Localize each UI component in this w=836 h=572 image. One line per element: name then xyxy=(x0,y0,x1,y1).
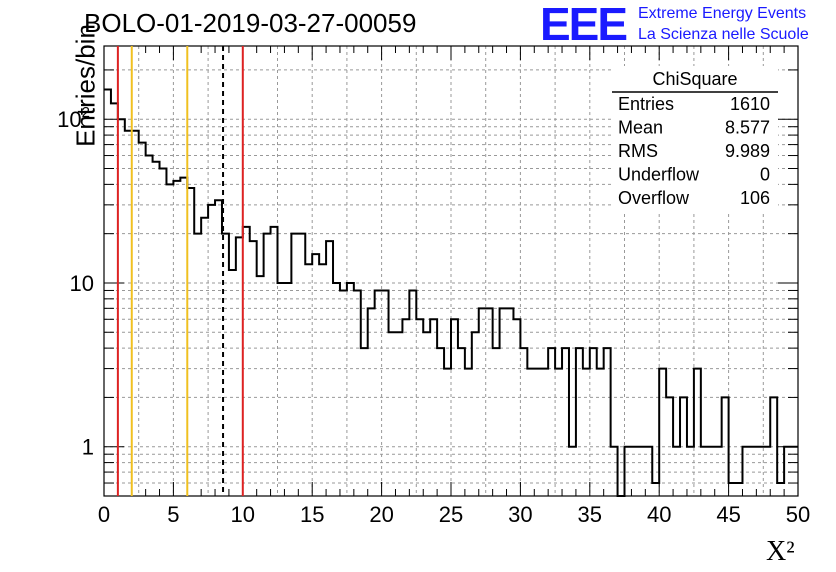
logo-line-2: La Scienza nelle Scuole xyxy=(638,26,809,43)
stats-row-label: Mean xyxy=(618,118,663,138)
stats-box xyxy=(612,66,778,212)
eee-logo-mark: EEE xyxy=(540,0,628,50)
x-tick-label: 35 xyxy=(578,502,602,527)
stats-header: ChiSquare xyxy=(652,69,737,89)
x-tick-label: 10 xyxy=(231,502,255,527)
x-tick-label: 15 xyxy=(300,502,324,527)
histogram-series xyxy=(104,88,798,497)
x-axis-label: X² xyxy=(766,536,795,567)
stats-row-label: Entries xyxy=(618,94,674,114)
x-tick-label: 30 xyxy=(508,502,532,527)
stats-row-value: 9.989 xyxy=(725,141,770,161)
logo-line-1: Extreme Energy Events xyxy=(638,5,807,22)
x-tick-label: 40 xyxy=(647,502,671,527)
stats-row-value: 1610 xyxy=(730,94,770,114)
stats-row-label: Underflow xyxy=(618,165,700,185)
x-tick-label: 45 xyxy=(716,502,740,527)
x-tick-label: 0 xyxy=(98,502,110,527)
y-tick-label: 10 xyxy=(70,271,94,296)
x-tick-label: 25 xyxy=(439,502,463,527)
y-tick-label: 102 xyxy=(57,104,90,132)
x-tick-label: 20 xyxy=(369,502,393,527)
y-tick-label: 1 xyxy=(82,435,94,460)
stats-row-value: 0 xyxy=(760,165,770,185)
x-tick-label: 50 xyxy=(786,502,810,527)
stats-row-value: 8.577 xyxy=(725,118,770,138)
stats-row-label: Overflow xyxy=(618,188,690,208)
stats-row-value: 106 xyxy=(740,188,770,208)
chart-title: BOLO-01-2019-03-27-00059 xyxy=(84,8,417,38)
x-tick-label: 5 xyxy=(167,502,179,527)
stats-row-label: RMS xyxy=(618,141,658,161)
